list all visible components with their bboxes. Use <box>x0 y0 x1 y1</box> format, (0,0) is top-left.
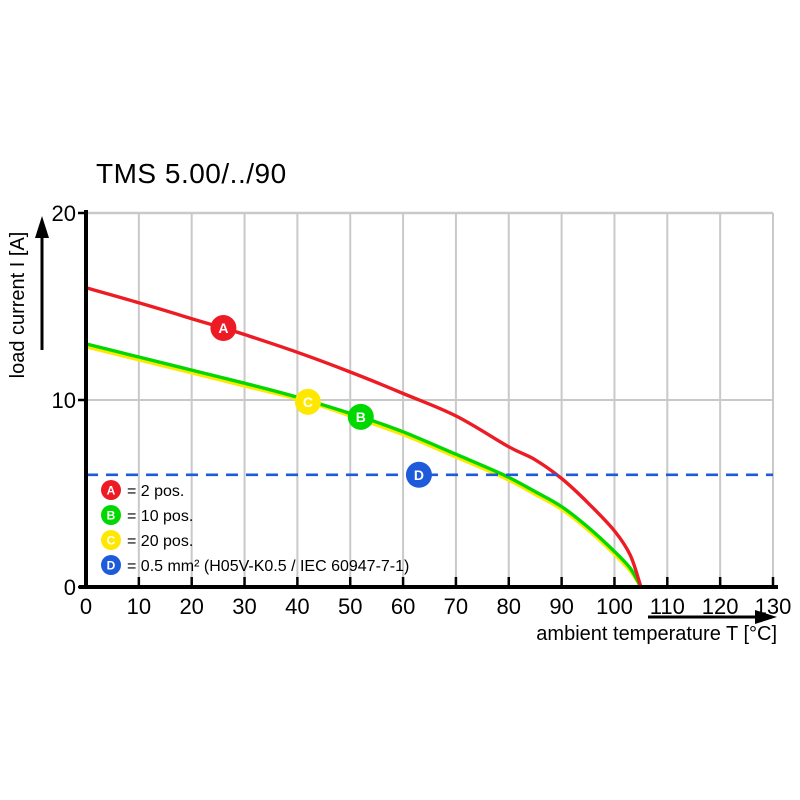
x-tick-label: 100 <box>596 594 633 619</box>
y-tick-label: 20 <box>52 201 76 226</box>
curve-marker-letter-B: B <box>356 409 366 425</box>
legend-text-C: = 20 pos. <box>127 533 193 550</box>
legend-marker-A <box>101 480 121 500</box>
x-tick-label: 50 <box>338 594 362 619</box>
curve-marker-letter-D: D <box>414 467 424 483</box>
x-axis-label: ambient temperature T [°C] <box>536 623 777 645</box>
x-tick-label: 30 <box>232 594 256 619</box>
x-tick-label: 10 <box>127 594 151 619</box>
legend-marker-D <box>101 555 121 575</box>
x-tick-label: 60 <box>391 594 415 619</box>
y-tick-label: 10 <box>52 388 76 413</box>
legend-marker-letter-A: A <box>107 484 116 498</box>
curve-marker-letter-C: C <box>303 394 313 410</box>
y-tick-label: 0 <box>64 575 76 600</box>
x-tick-label: 70 <box>444 594 468 619</box>
curve-C <box>84 345 643 589</box>
x-tick-label: 120 <box>702 594 739 619</box>
legend-marker-C <box>101 530 121 550</box>
curve-marker-letter-A: A <box>218 320 228 336</box>
curve-marker-circle-B <box>347 403 374 430</box>
curve-marker-B: B <box>347 403 374 430</box>
legend: A = 2 pos. B = 10 pos. C = 20 pos. D = 0.5 mm² … <box>101 480 409 575</box>
legend-item-D: D = 0.5 mm² (H05V-K0.5 / IEC 60947-7-1) <box>101 555 409 575</box>
legend-item-B: B = 10 pos. <box>101 505 193 525</box>
x-tick-label: 80 <box>497 594 521 619</box>
chart-title: TMS 5.00/../90 <box>96 158 287 189</box>
legend-text-A: = 2 pos. <box>127 483 184 500</box>
legend-text-D: = 0.5 mm² (H05V-K0.5 / IEC 60947-7-1) <box>127 558 409 575</box>
legend-marker-letter-D: D <box>107 559 116 573</box>
curve-marker-circle-C <box>294 388 321 415</box>
curve-marker-A: A <box>210 315 237 342</box>
legend-marker-letter-C: C <box>107 534 116 548</box>
y-axis-arrow-head <box>35 216 49 238</box>
curve-A <box>84 286 643 589</box>
legend-text-B: = 10 pos. <box>127 508 193 525</box>
curve-marker-D: D <box>405 461 432 488</box>
legend-item-A: A = 2 pos. <box>101 480 184 500</box>
curve-marker-C: C <box>294 388 321 415</box>
curve-marker-circle-D <box>405 461 432 488</box>
x-tick-label: 110 <box>650 594 685 619</box>
x-tick-label: 0 <box>80 594 92 619</box>
x-tick-label: 40 <box>285 594 309 619</box>
x-axis-arrow-head <box>755 610 777 624</box>
legend-marker-B <box>101 505 121 525</box>
curve-marker-circle-A <box>210 315 237 342</box>
y-axis-label: load current I [A] <box>7 232 29 379</box>
x-tick-label: 20 <box>179 594 203 619</box>
legend-marker-letter-B: B <box>107 509 116 523</box>
legend-item-C: C = 20 pos. <box>101 530 193 550</box>
curve-B <box>84 342 643 589</box>
x-tick-label: 90 <box>549 594 573 619</box>
